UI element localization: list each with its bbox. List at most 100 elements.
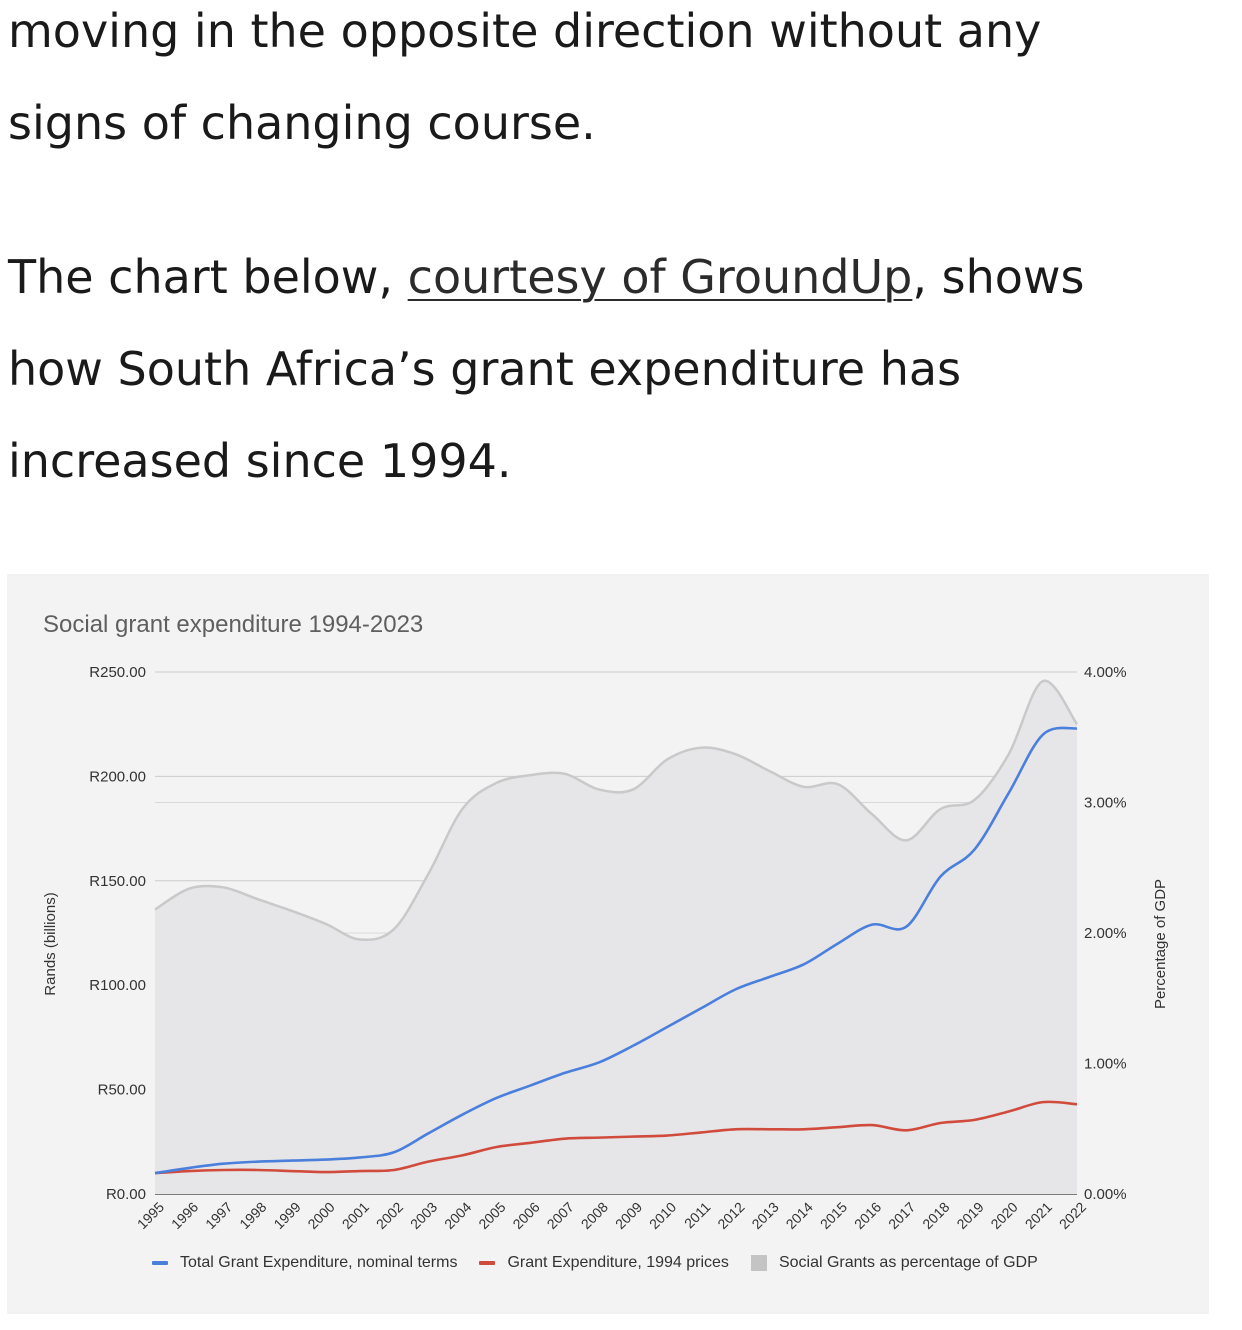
- data-point-s2-2002: [394, 929, 395, 930]
- x-tick-label: 2007: [544, 1199, 577, 1232]
- data-point-s1-1995: [155, 1173, 156, 1174]
- y-left-tick-label: R150.00: [89, 873, 146, 890]
- data-point-s1-1999: [291, 1171, 292, 1172]
- x-tick-label: 2005: [475, 1199, 508, 1232]
- x-tick-label: 2013: [748, 1199, 781, 1232]
- chart-title: Social grant expenditure 1994-2023: [43, 611, 423, 638]
- legend-swatch-nominal: [152, 1261, 168, 1265]
- data-point-s0-2007: [564, 1072, 565, 1073]
- article-paragraph-1: moving in the opposite direction without…: [8, 0, 1041, 169]
- paragraph-2-text-before-link: The chart below,: [8, 250, 408, 304]
- y-right-tick-label: 4.00%: [1084, 664, 1127, 681]
- data-point-s2-2007: [564, 773, 565, 774]
- data-point-s1-2002: [394, 1169, 395, 1170]
- data-point-s2-1997: [223, 887, 224, 888]
- data-point-s2-2006: [530, 775, 531, 776]
- data-point-s1-2018: [940, 1123, 941, 1124]
- data-point-s2-2010: [667, 759, 668, 760]
- data-point-s0-2008: [598, 1062, 599, 1063]
- data-point-s2-1999: [291, 910, 292, 911]
- data-point-s0-1997: [223, 1163, 224, 1164]
- y-axis-right-label: Percentage of GDP: [1152, 879, 1169, 1009]
- data-point-s0-2016: [872, 924, 873, 925]
- data-point-s2-2000: [325, 923, 326, 924]
- y-left-tick-label: R0.00: [106, 1186, 146, 1203]
- data-point-s1-2012: [735, 1129, 736, 1130]
- x-tick-label: 2001: [339, 1199, 372, 1232]
- real-expenditure-line: [154, 1100, 1078, 1175]
- x-tick-label: 2019: [953, 1199, 986, 1232]
- data-point-s1-2008: [598, 1137, 599, 1138]
- data-point-s0-2010: [667, 1026, 668, 1027]
- data-point-s1-2005: [496, 1147, 497, 1148]
- x-tick-label: 2008: [578, 1199, 611, 1232]
- data-point-s1-2011: [701, 1132, 702, 1133]
- x-tick-label: 2020: [987, 1199, 1020, 1232]
- data-point-s2-2017: [906, 840, 907, 841]
- legend-item-gdp: Social Grants as percentage of GDP: [750, 1254, 1038, 1272]
- x-tick-label: 1996: [168, 1199, 201, 1232]
- data-point-s0-2003: [428, 1133, 429, 1134]
- data-point-s2-2001: [359, 939, 360, 940]
- data-point-s0-2014: [803, 964, 804, 965]
- paragraph-2-line-2: how South Africa’s grant expenditure has: [8, 342, 962, 396]
- x-tick-label: 2006: [509, 1199, 542, 1232]
- gdp-area-series: [154, 679, 1079, 1194]
- x-tick-label: 2016: [851, 1199, 884, 1232]
- x-tick-label: 1997: [202, 1199, 235, 1232]
- data-point-s1-1997: [223, 1169, 224, 1170]
- x-tick-label: 2009: [612, 1199, 645, 1232]
- data-point-s0-1999: [291, 1160, 292, 1161]
- data-point-s2-2005: [496, 782, 497, 783]
- legend-label-gdp: Social Grants as percentage of GDP: [778, 1254, 1038, 1271]
- data-point-s2-1995: [155, 909, 156, 910]
- x-tick-label: 2000: [304, 1199, 337, 1232]
- data-point-s2-2008: [598, 789, 599, 790]
- x-tick-label: 2002: [373, 1199, 406, 1232]
- data-point-s0-1998: [257, 1161, 258, 1162]
- data-point-s1-2017: [906, 1130, 907, 1131]
- x-tick-label: 2021: [1022, 1199, 1055, 1232]
- x-tick-label: 1998: [236, 1199, 269, 1232]
- y-left-tick-label: R250.00: [89, 664, 146, 681]
- data-point-s2-2011: [701, 747, 702, 748]
- x-tick-label: 2018: [919, 1199, 952, 1232]
- data-point-s1-2016: [872, 1125, 873, 1126]
- paragraph-1-line-1: moving in the opposite direction without…: [8, 4, 1042, 58]
- data-point-s1-2004: [462, 1155, 463, 1156]
- data-point-s2-2015: [837, 784, 838, 785]
- data-point-s2-2021: [1042, 681, 1043, 682]
- data-point-s0-2022: [1077, 728, 1078, 729]
- data-point-s0-2012: [735, 989, 736, 990]
- data-point-s2-2014: [803, 786, 804, 787]
- data-point-s2-2019: [974, 799, 975, 800]
- data-point-s0-2009: [633, 1045, 634, 1046]
- x-tick-label: 1999: [270, 1199, 303, 1232]
- data-point-s0-2020: [1008, 793, 1009, 794]
- data-point-s0-2013: [769, 976, 770, 977]
- y-left-tick-label: R200.00: [89, 768, 146, 785]
- x-tick-label: 2004: [441, 1199, 474, 1232]
- data-point-s1-2021: [1042, 1102, 1043, 1103]
- data-point-s0-2018: [940, 876, 941, 877]
- y-right-tick-label: 1.00%: [1084, 1056, 1127, 1073]
- data-point-s1-2000: [325, 1172, 326, 1173]
- chart-card: Social grant expenditure 1994-2023 R0.00…: [7, 574, 1209, 1314]
- data-point-s1-2022: [1077, 1104, 1078, 1105]
- nominal-expenditure-line: [154, 726, 1078, 1175]
- gdp-area-fill: [155, 680, 1077, 1194]
- data-point-s2-1998: [257, 899, 258, 900]
- data-point-s2-2018: [940, 809, 941, 810]
- y-left-tick-label: R50.00: [98, 1082, 146, 1099]
- legend-item-nominal: Total Grant Expenditure, nominal terms: [152, 1254, 457, 1272]
- data-point-s0-2000: [325, 1159, 326, 1160]
- data-point-s1-2007: [564, 1138, 565, 1139]
- data-point-s1-2001: [359, 1171, 360, 1172]
- data-point-s0-2006: [530, 1085, 531, 1086]
- data-point-s0-2021: [1042, 734, 1043, 735]
- x-tick-label: 2017: [885, 1199, 918, 1232]
- chart-svg: Social grant expenditure 1994-2023 R0.00…: [42, 611, 1169, 1232]
- paragraph-2-text-after-link: , shows: [912, 250, 1085, 304]
- groundup-link[interactable]: courtesy of GroundUp: [407, 250, 913, 304]
- article-paragraph-2: The chart below, courtesy of GroundUp, s…: [8, 231, 1084, 507]
